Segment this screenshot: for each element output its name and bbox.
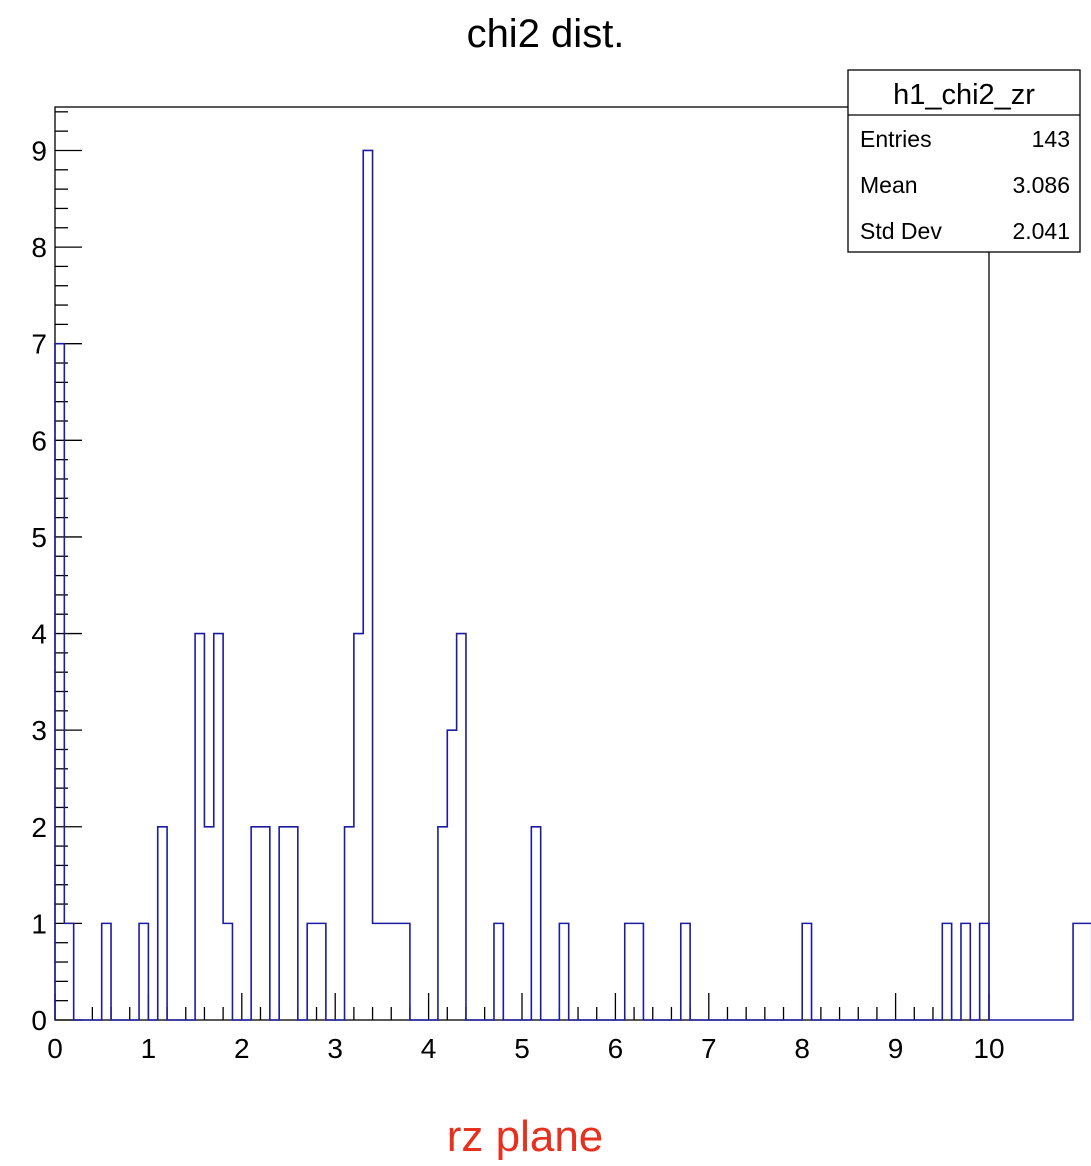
y-tick-label: 6 [31,425,47,456]
x-tick-label: 6 [608,1033,624,1064]
stats-stddev-label: Std Dev [860,218,942,244]
y-tick-label: 8 [31,232,47,263]
y-tick-label: 2 [31,812,47,843]
stats-entries-label: Entries [860,126,932,152]
x-tick-label: 5 [514,1033,530,1064]
stats-mean-label: Mean [860,172,918,198]
x-tick-label: 3 [327,1033,343,1064]
x-tick-label: 10 [973,1033,1004,1064]
y-tick-label: 9 [31,135,47,166]
x-tick-label: 9 [888,1033,904,1064]
x-axis-labels: 0 1 2 3 4 5 6 7 8 9 10 [47,1033,1004,1064]
y-tick-label: 1 [31,908,47,939]
y-axis-ticks [55,111,82,1021]
y-axis-labels: 0 1 2 3 4 5 6 7 8 9 [31,135,47,1036]
x-tick-label: 2 [234,1033,250,1064]
stats-box-frame [847,69,1081,253]
stats-box-title: h1_chi2_zr [893,79,1035,111]
y-tick-label: 0 [31,1005,47,1036]
stats-mean-value: 3.086 [1012,172,1070,198]
stats-entries-value: 143 [1032,126,1070,152]
stats-box: h1_chi2_zr Entries 143 Mean 3.086 Std De… [847,69,1081,253]
y-tick-label: 4 [31,619,47,650]
y-tick-label: 7 [31,329,47,360]
stats-stddev-value: 2.041 [1012,218,1070,244]
chart-title: chi2 dist. [466,12,625,56]
x-tick-label: 7 [701,1033,717,1064]
x-tick-label: 4 [421,1033,437,1064]
caption-rz-plane: rz plane [446,1112,604,1161]
x-tick-label: 8 [794,1033,810,1064]
x-tick-label: 0 [47,1033,63,1064]
histogram-series [54,149,1091,1021]
x-tick-label: 1 [141,1033,157,1064]
y-tick-label: 3 [31,715,47,746]
y-tick-label: 5 [31,522,47,553]
